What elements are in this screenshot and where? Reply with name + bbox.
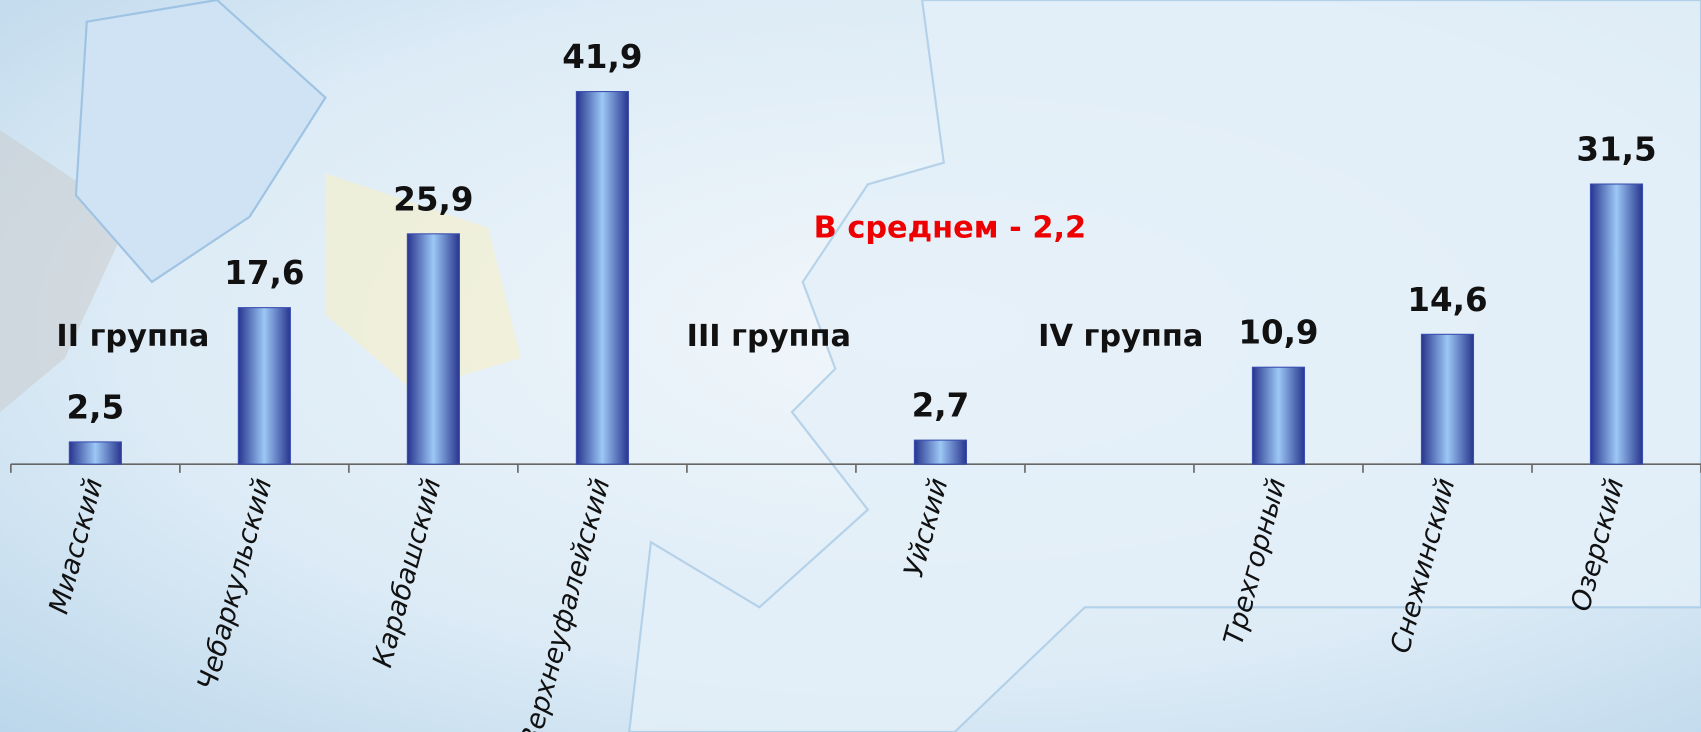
value-label: 14,6: [1407, 281, 1487, 319]
value-label: 31,5: [1576, 131, 1656, 169]
annotation: В среднем - 2,2: [814, 210, 1087, 245]
bar: [1589, 183, 1644, 465]
bar: [575, 91, 629, 465]
value-label: 41,9: [562, 38, 642, 76]
bar: [1251, 366, 1306, 465]
bar: [237, 307, 291, 465]
value-label: 10,9: [1238, 314, 1318, 352]
bar: [913, 439, 968, 465]
bar: [1420, 333, 1475, 465]
value-label: 25,9: [393, 180, 473, 218]
map-region: [628, 0, 1701, 732]
annotation: III группа: [687, 319, 851, 354]
annotation: IV группа: [1038, 319, 1203, 354]
map-lake: [74, 0, 327, 284]
annotation: II группа: [56, 319, 209, 354]
value-label: 2,5: [67, 388, 125, 426]
value-label: 17,6: [224, 254, 304, 292]
value-label: 2,7: [912, 387, 970, 425]
bar: [406, 233, 460, 465]
bar: [68, 441, 122, 465]
